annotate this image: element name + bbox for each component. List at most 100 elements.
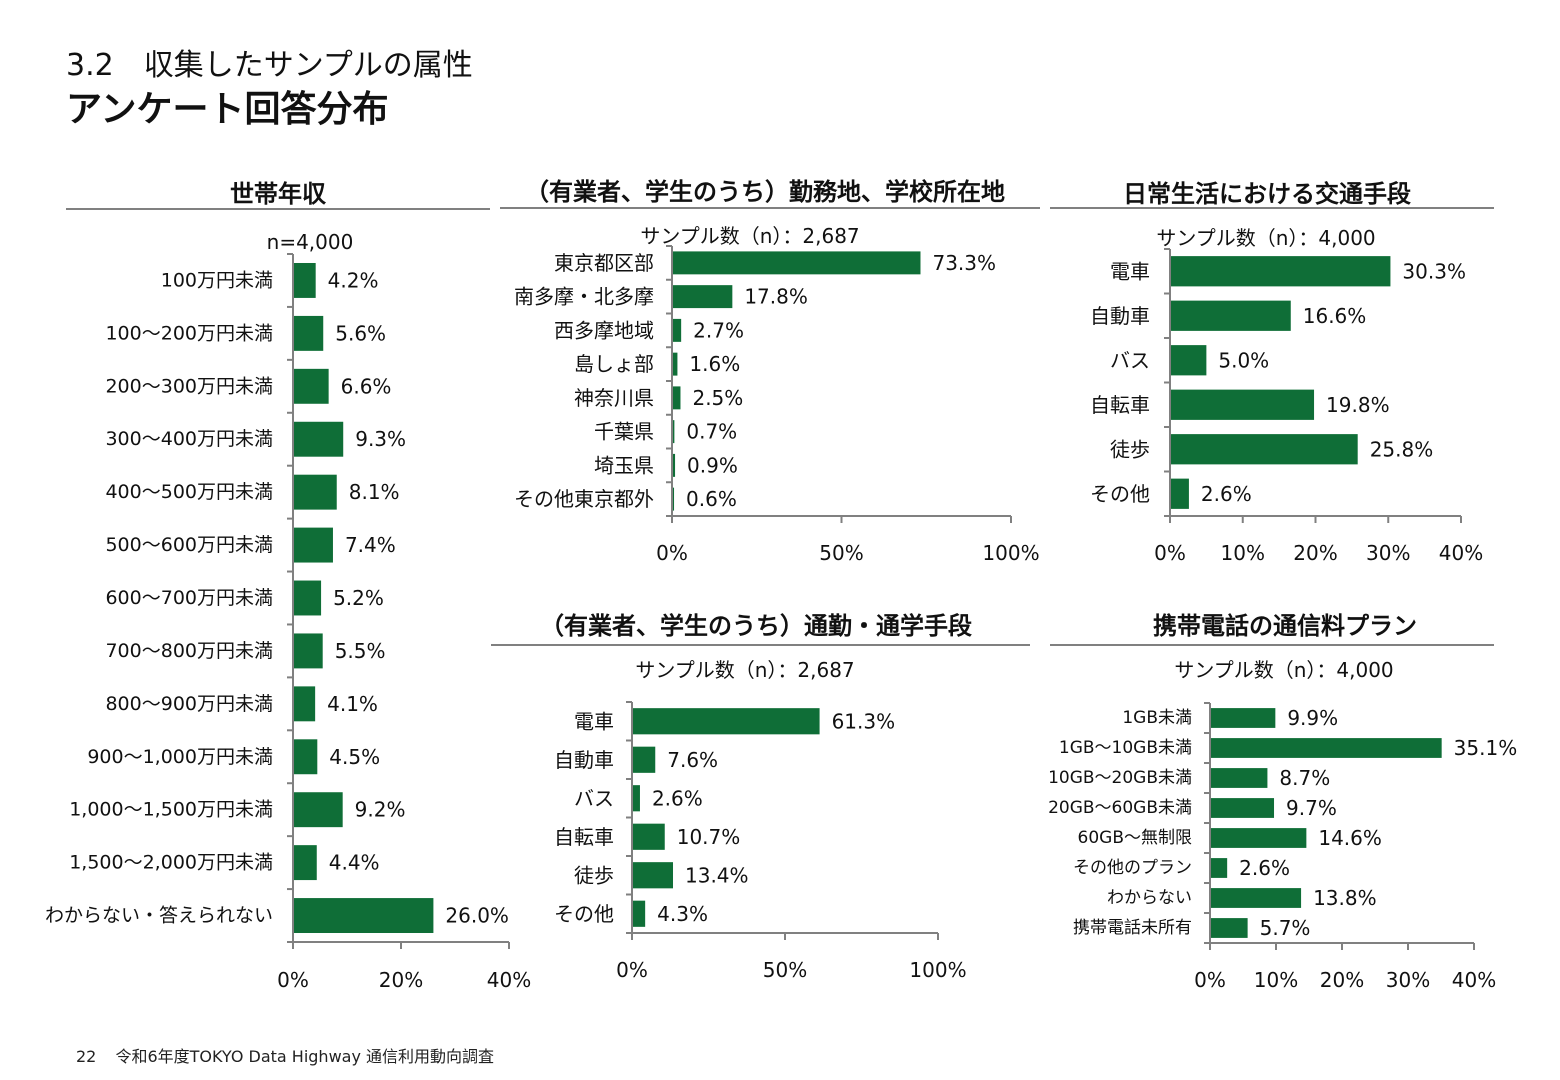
mobile_plan-category-label: 60GB～無制限 [1078, 828, 1192, 848]
income-value-label: 4.5% [329, 745, 380, 769]
mobile_plan-category-label: 1GB未満 [1122, 708, 1192, 728]
income-value-label: 26.0% [445, 904, 509, 928]
commute-bar [632, 708, 820, 734]
commute-category-label: バス [574, 786, 614, 810]
work_location-category-label: 南多摩・北多摩 [514, 285, 654, 309]
commute-value-label: 4.3% [657, 902, 708, 926]
mobile_plan-value-label: 35.1% [1454, 736, 1518, 760]
mobile_plan-value-label: 14.6% [1318, 826, 1382, 850]
daily_transport-x-tick-label: 30% [1366, 541, 1410, 565]
mobile_plan-x-tick-label: 30% [1386, 968, 1430, 992]
work_location-category-label: 神奈川県 [574, 386, 654, 410]
work_location-bar [672, 319, 681, 342]
income-bar [293, 792, 343, 827]
work_location-x-tick-label: 50% [819, 541, 863, 565]
work_location-category-label: その他東京都外 [514, 487, 654, 511]
mobile_plan-x-tick-label: 40% [1452, 968, 1496, 992]
mobile_plan-category-label: その他のプラン [1073, 858, 1192, 878]
commute-value-label: 10.7% [677, 825, 741, 849]
income-value-label: 7.4% [345, 533, 396, 557]
income-subtitle: n=4,000 [267, 230, 354, 254]
income-value-label: 4.1% [327, 692, 378, 716]
work_location-value-label: 2.5% [692, 386, 743, 410]
daily_transport-category-label: バス [1110, 348, 1150, 372]
commute-category-label: 自動車 [554, 748, 614, 772]
mobile_plan-subtitle: サンプル数（n）：4,000 [1174, 658, 1393, 682]
daily_transport-bar [1170, 434, 1358, 464]
income-category-label: 100万円未満 [161, 269, 273, 291]
daily_transport-bar [1170, 390, 1314, 420]
income-value-label: 5.2% [333, 586, 384, 610]
income-value-label: 4.4% [329, 851, 380, 875]
commute-category-label: 自転車 [554, 825, 614, 849]
income-x-tick-label: 40% [487, 968, 531, 992]
daily_transport-x-tick-label: 10% [1221, 541, 1265, 565]
income-value-label: 5.5% [335, 639, 386, 663]
income-x-tick-label: 0% [277, 968, 309, 992]
work_location-value-label: 0.6% [686, 487, 737, 511]
income-category-label: わからない・答えられない [45, 905, 273, 927]
income-bar [293, 369, 329, 404]
daily_transport-value-label: 5.0% [1218, 348, 1269, 372]
daily_transport-category-label: 電車 [1110, 259, 1150, 283]
footer-source: 令和6年度TOKYO Data Highway 通信利用動向調査 [115, 1047, 494, 1066]
commute-x-tick-label: 50% [763, 958, 807, 982]
income-bar [293, 845, 317, 880]
income-bar [293, 686, 315, 721]
daily_transport-category-label: その他 [1090, 482, 1150, 506]
mobile_plan-category-label: 1GB～10GB未満 [1059, 738, 1192, 758]
income-bar [293, 475, 337, 510]
work_location-bar [672, 251, 920, 274]
income-category-label: 900～1,000万円未満 [87, 746, 273, 768]
income-value-label: 4.2% [328, 268, 379, 292]
mobile_plan-x-tick-label: 0% [1194, 968, 1226, 992]
daily_transport-bar [1170, 345, 1206, 375]
mobile_plan-bar [1210, 888, 1301, 908]
commute-value-label: 7.6% [667, 748, 718, 772]
mobile_plan-bar [1210, 858, 1227, 878]
daily_transport-x-tick-label: 40% [1439, 541, 1483, 565]
mobile_plan-x-tick-label: 10% [1254, 968, 1298, 992]
daily_transport-bar [1170, 301, 1291, 331]
income-bar [293, 898, 433, 933]
daily_transport-value-label: 19.8% [1326, 393, 1390, 417]
income-category-label: 1,000～1,500万円未満 [69, 799, 273, 821]
commute-category-label: 電車 [574, 709, 614, 733]
work_location-bar [672, 386, 680, 409]
commute-subtitle: サンプル数（n）：2,687 [635, 658, 854, 682]
commute-value-label: 61.3% [832, 709, 896, 733]
commute-bar [632, 824, 665, 850]
mobile_plan-value-label: 5.7% [1260, 916, 1311, 940]
mobile_plan-value-label: 9.9% [1287, 706, 1338, 730]
work_location-value-label: 0.9% [687, 453, 738, 477]
daily_transport-bar [1170, 256, 1390, 286]
commute-x-tick-label: 0% [616, 958, 648, 982]
work_location-category-label: 東京都区部 [554, 251, 654, 275]
income-category-label: 400～500万円未満 [105, 481, 273, 503]
mobile_plan-category-label: 携帯電話未所有 [1073, 918, 1192, 938]
income-value-label: 9.3% [355, 427, 406, 451]
commute-x-tick-label: 100% [909, 958, 966, 982]
mobile_plan-value-label: 2.6% [1239, 856, 1290, 880]
income-bar [293, 263, 316, 298]
income-bar [293, 316, 323, 351]
mobile_plan-bar [1210, 768, 1267, 788]
income-category-label: 800～900万円未満 [105, 693, 273, 715]
income-bar [293, 633, 323, 668]
income-value-label: 6.6% [341, 374, 392, 398]
work_location-category-label: 埼玉県 [594, 453, 654, 477]
commute-category-label: 徒歩 [574, 863, 614, 887]
income-category-label: 500～600万円未満 [105, 534, 273, 556]
charts-canvas: n=4,000100万円未満 4.2%100～200万円未満 5.6%200～300… [0, 0, 1560, 1080]
commute-value-label: 2.6% [652, 786, 703, 810]
mobile_plan-value-label: 13.8% [1313, 886, 1377, 910]
mobile_plan-category-label: 20GB～60GB未満 [1048, 798, 1192, 818]
income-value-label: 8.1% [349, 480, 400, 504]
income-bar [293, 528, 333, 563]
daily_transport-category-label: 徒歩 [1110, 437, 1150, 461]
work_location-value-label: 73.3% [932, 251, 996, 275]
page-number: 22 [76, 1047, 96, 1066]
daily_transport-x-tick-label: 20% [1293, 541, 1337, 565]
income-value-label: 5.6% [335, 321, 386, 345]
daily_transport-category-label: 自転車 [1090, 393, 1150, 417]
